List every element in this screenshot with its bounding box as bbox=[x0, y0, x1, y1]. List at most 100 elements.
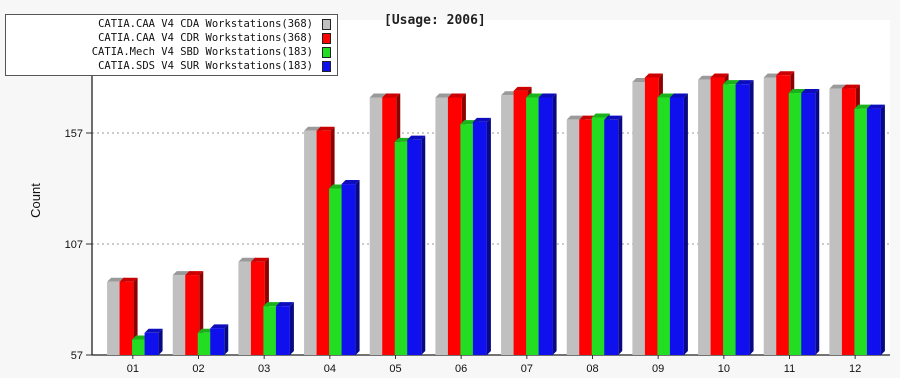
bar bbox=[275, 306, 290, 355]
bar-side bbox=[815, 89, 820, 355]
bar-side bbox=[355, 180, 360, 355]
bar bbox=[197, 332, 212, 355]
x-tick-label: 10 bbox=[718, 363, 730, 375]
x-tick-label: 12 bbox=[849, 363, 861, 375]
bar bbox=[763, 77, 778, 355]
x-tick-label: 11 bbox=[784, 363, 795, 375]
bar-top bbox=[275, 302, 294, 307]
legend-label: CATIA.SDS V4 SUR Workstations(183) bbox=[98, 60, 313, 72]
x-tick-label: 06 bbox=[455, 363, 467, 375]
bar bbox=[841, 88, 856, 355]
bar-top bbox=[604, 115, 623, 120]
legend-item: CATIA.CAA V4 CDR Workstations(368) bbox=[6, 31, 339, 45]
bar bbox=[632, 81, 647, 355]
bar bbox=[669, 97, 684, 355]
bar-top bbox=[841, 84, 860, 89]
legend-label: CATIA.CAA V4 CDA Workstations(368) bbox=[98, 18, 313, 30]
bar bbox=[329, 188, 344, 355]
bar bbox=[460, 124, 475, 356]
bar bbox=[210, 328, 225, 355]
legend-item: CATIA.Mech V4 SBD Workstations(183) bbox=[6, 45, 339, 59]
bar bbox=[250, 261, 265, 355]
bar bbox=[579, 119, 594, 356]
bar bbox=[447, 97, 462, 355]
x-tick-label: 02 bbox=[192, 363, 204, 375]
x-tick-label: 07 bbox=[521, 363, 533, 375]
legend-item: CATIA.SDS V4 SUR Workstations(183) bbox=[6, 59, 339, 73]
bar-top bbox=[185, 271, 204, 276]
bar-top bbox=[447, 93, 466, 98]
bar-top bbox=[776, 71, 795, 76]
x-tick-label: 04 bbox=[324, 363, 336, 375]
bar bbox=[185, 275, 200, 355]
bar-side bbox=[880, 104, 885, 355]
y-axis-label: Count bbox=[27, 183, 43, 218]
bar bbox=[435, 97, 450, 355]
x-tick-label: 09 bbox=[652, 363, 664, 375]
legend-swatch bbox=[322, 19, 331, 30]
legend-swatch bbox=[322, 33, 331, 44]
bar bbox=[304, 130, 319, 355]
bar bbox=[801, 93, 816, 355]
bar bbox=[369, 97, 384, 355]
bar-top bbox=[238, 257, 257, 262]
bar bbox=[591, 117, 606, 356]
legend: CATIA.CAA V4 CDA Workstations(368) CATIA… bbox=[5, 14, 338, 76]
bar bbox=[132, 339, 147, 355]
bar bbox=[407, 139, 422, 355]
bar bbox=[698, 79, 713, 355]
bar-top bbox=[644, 73, 663, 78]
bar-side bbox=[289, 302, 294, 355]
bar-top bbox=[866, 104, 885, 109]
legend-label: CATIA.Mech V4 SBD Workstations(183) bbox=[91, 46, 313, 58]
x-tick-label: 01 bbox=[127, 363, 139, 375]
legend-item: CATIA.CAA V4 CDA Workstations(368) bbox=[6, 17, 339, 31]
bar bbox=[382, 97, 397, 355]
bar bbox=[238, 261, 253, 355]
bar bbox=[866, 108, 881, 355]
bar-top bbox=[382, 93, 401, 98]
bar-top bbox=[513, 86, 532, 91]
bar bbox=[566, 119, 581, 356]
bar-top bbox=[144, 328, 163, 333]
y-tick-label: 57 bbox=[71, 350, 83, 362]
bar bbox=[604, 119, 619, 356]
chart-title: [Usage: 2006] bbox=[384, 13, 486, 28]
bar-top bbox=[538, 93, 557, 98]
bar bbox=[723, 84, 738, 355]
bar-side bbox=[683, 93, 688, 355]
bar bbox=[735, 84, 750, 355]
legend-swatch bbox=[322, 47, 331, 58]
bar bbox=[657, 97, 672, 355]
y-tick-label: 107 bbox=[65, 239, 83, 251]
legend-label: CATIA.CAA V4 CDR Workstations(368) bbox=[98, 32, 313, 44]
bar-top bbox=[801, 89, 820, 94]
bar-top bbox=[341, 180, 360, 185]
bar-side bbox=[749, 80, 754, 355]
bar bbox=[526, 97, 541, 355]
x-tick-label: 08 bbox=[586, 363, 598, 375]
bar bbox=[394, 141, 409, 355]
x-tick-label: 05 bbox=[389, 363, 401, 375]
bar bbox=[513, 90, 528, 355]
bar-top bbox=[710, 73, 729, 78]
x-tick-label: 03 bbox=[258, 363, 270, 375]
bar bbox=[854, 108, 869, 355]
bar-top bbox=[407, 135, 426, 140]
bar bbox=[107, 281, 122, 355]
bar-top bbox=[119, 277, 138, 282]
bar-top bbox=[735, 80, 754, 85]
bar-side bbox=[158, 328, 163, 355]
bar-top bbox=[669, 93, 688, 98]
bar-side bbox=[552, 93, 557, 355]
legend-swatch bbox=[322, 61, 331, 72]
bar bbox=[776, 75, 791, 355]
bar bbox=[644, 77, 659, 355]
bar-side bbox=[486, 117, 491, 356]
bar bbox=[538, 97, 553, 355]
bar-side bbox=[618, 115, 623, 356]
bar bbox=[316, 130, 331, 355]
bar bbox=[472, 121, 487, 356]
